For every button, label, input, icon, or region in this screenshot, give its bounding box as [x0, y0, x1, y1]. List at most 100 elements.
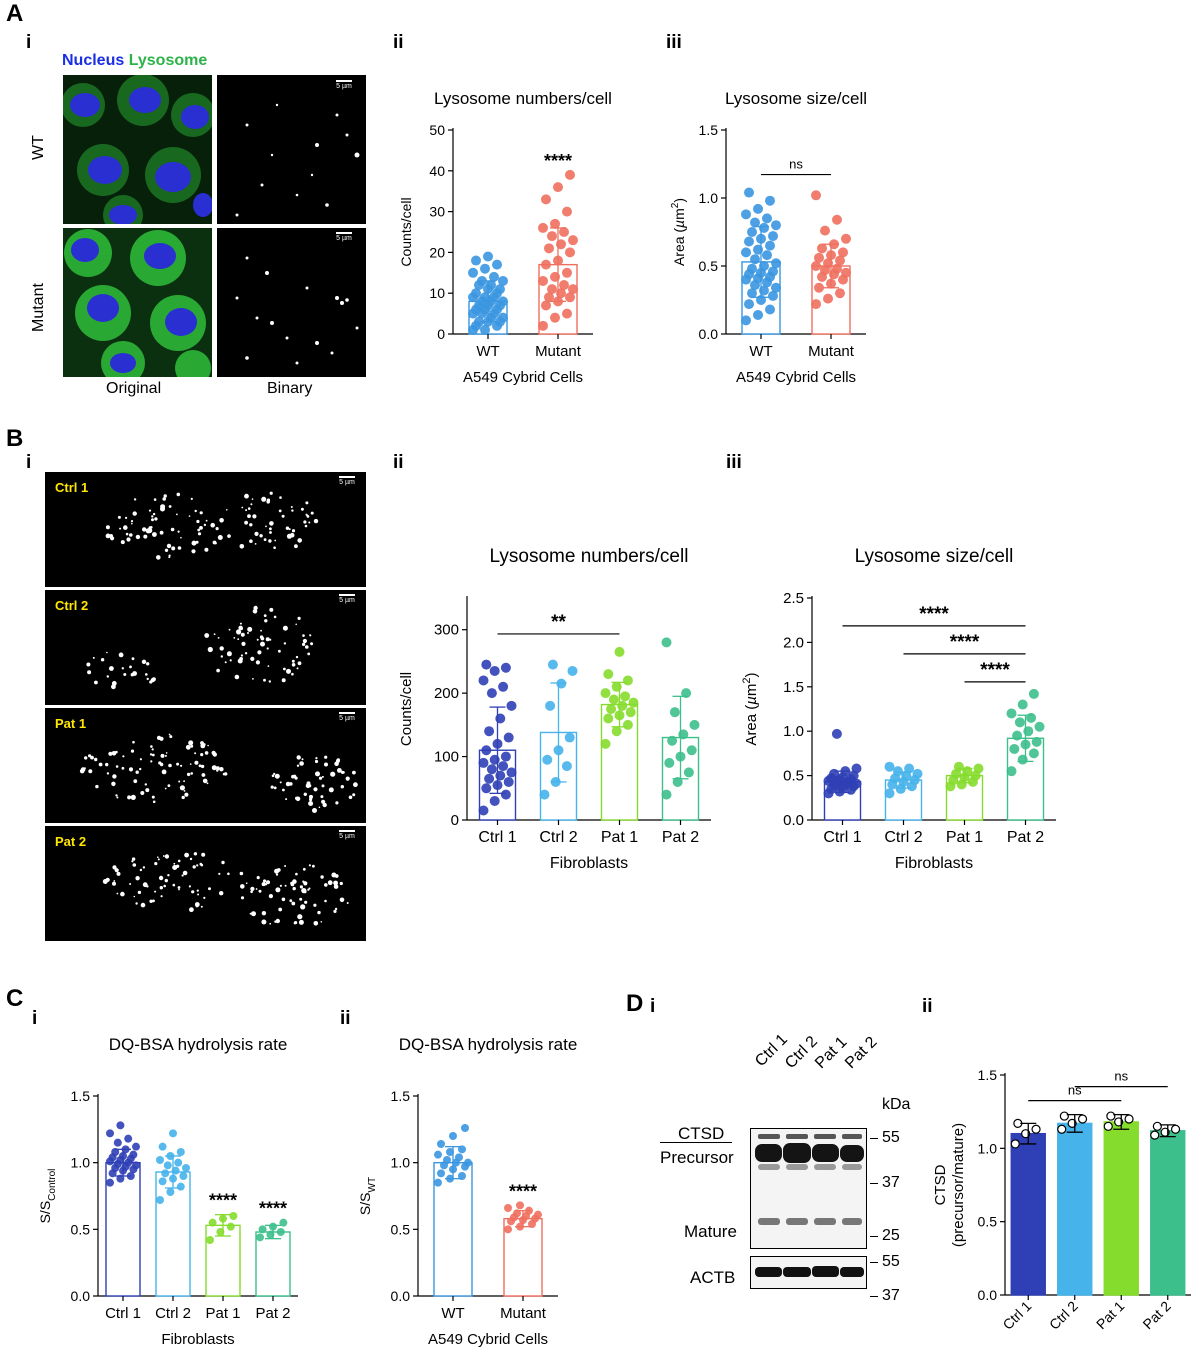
data-point [132, 1161, 140, 1170]
lysosome-dot [207, 744, 209, 747]
data-point [182, 1164, 190, 1172]
data-point [669, 707, 680, 718]
lysosome-dot [239, 871, 244, 876]
data-point [503, 732, 514, 743]
lysosome-dot [219, 518, 224, 523]
chart-title: Lysosome size/cell [725, 89, 867, 108]
lysosome-dot [157, 856, 159, 858]
lysosome-count-chart-fibroblasts: Lysosome numbers/cell 0 100 200 300 Counts/ce… [398, 546, 711, 872]
data-point [603, 669, 614, 680]
data-point [169, 1129, 177, 1138]
lysosome-dot [317, 910, 321, 915]
lysosome-dot [328, 787, 334, 793]
lysosome-dot [132, 863, 137, 867]
lysosome-dot [297, 661, 302, 666]
lysosome-dot [274, 773, 280, 779]
data-point [562, 308, 572, 319]
lysosome-dot [247, 507, 251, 510]
data-point [1028, 688, 1039, 699]
data-point [1012, 730, 1023, 741]
lysosome-dot [312, 864, 315, 868]
lysosome-dot [133, 779, 138, 784]
x-tick-label: Pat 2 [1007, 829, 1044, 846]
data-point [1152, 1121, 1162, 1131]
micrograph-pat1: Pat 1 5 µm [45, 708, 366, 823]
data-point [678, 729, 689, 740]
data-point [1014, 717, 1025, 728]
lysosome-dot [244, 493, 249, 499]
micrograph-pat2: Pat 2 5 µm [45, 826, 366, 941]
lysosome-dot [298, 919, 304, 925]
data-point [468, 267, 478, 278]
lysosome-dot [200, 753, 204, 757]
y-axis-label: Counts/cell [398, 672, 415, 746]
data-point [541, 259, 551, 270]
data-point [912, 768, 923, 779]
lysosome-dot [158, 875, 164, 881]
lysosome-dot [189, 857, 193, 861]
lysosome-dot [142, 866, 146, 869]
x-axis-label: Fibroblasts [550, 855, 628, 872]
data-point [628, 697, 639, 708]
x-tick-label: Ctrl 1 [999, 1298, 1034, 1333]
lysosome-dot [144, 783, 147, 786]
micrograph-wt-binary [217, 75, 366, 224]
y-tick-label: 0.0 [783, 812, 804, 829]
data-point [689, 719, 700, 730]
lysosome-dot [162, 497, 166, 501]
lysosome-dot [177, 530, 180, 533]
data-point [174, 1158, 183, 1167]
data-point [113, 1138, 122, 1147]
data-point [498, 761, 509, 772]
lysosome-dot [257, 650, 262, 655]
data-point [437, 1140, 445, 1148]
significance-label: **** [509, 1181, 537, 1201]
lysosome-dot [114, 868, 119, 873]
lysosome-dot [208, 887, 211, 891]
data-point [443, 1156, 451, 1164]
lysosome-dot [194, 752, 197, 755]
lysosome-dot [117, 515, 121, 519]
lysosome-dot [205, 519, 208, 522]
lysosome-dot [226, 509, 228, 511]
nucleus-legend: Nucleus [62, 52, 125, 69]
binary-image [105, 491, 319, 560]
lysosome-dot [252, 514, 257, 519]
lysosome-dot [146, 677, 149, 681]
data-point [550, 312, 560, 323]
lysosome-dot [279, 496, 282, 499]
lysosome-dot [264, 619, 268, 623]
lysosome-dot [269, 491, 273, 495]
lysosome-dot [296, 764, 300, 767]
data-point [538, 222, 548, 233]
data-point [611, 681, 622, 692]
lysosome-dot [221, 860, 225, 865]
lysosome-dot [168, 763, 172, 768]
lysosome-dot [164, 854, 170, 859]
cell-label: Ctrl 1 [55, 480, 89, 495]
data-point [741, 209, 751, 220]
lysosome-dot [352, 770, 356, 775]
data-point [600, 738, 611, 749]
data-point [489, 795, 500, 806]
lysosome-dot [119, 527, 122, 530]
lysosome-dot [159, 530, 164, 535]
data-point [547, 231, 557, 242]
lysosome-dot [261, 882, 266, 887]
lysosome-dot [261, 919, 267, 925]
lysosome-dot [244, 652, 248, 655]
lysosome-dot [126, 537, 131, 542]
lysosome-dot [217, 535, 223, 540]
lysosome-dot [143, 534, 148, 539]
lysosome-dot [151, 518, 154, 522]
mature-label: Mature [684, 1222, 737, 1241]
y-tick-label: 0.0 [391, 1288, 411, 1304]
data-point [506, 767, 517, 778]
lysosome-dot [274, 539, 277, 542]
data-point [489, 754, 500, 765]
lysosome-dot [127, 795, 132, 800]
data-point [620, 691, 631, 702]
lysosome-dot [260, 629, 262, 632]
lysosome-dot [289, 899, 293, 903]
lysosome-dot [263, 879, 267, 883]
